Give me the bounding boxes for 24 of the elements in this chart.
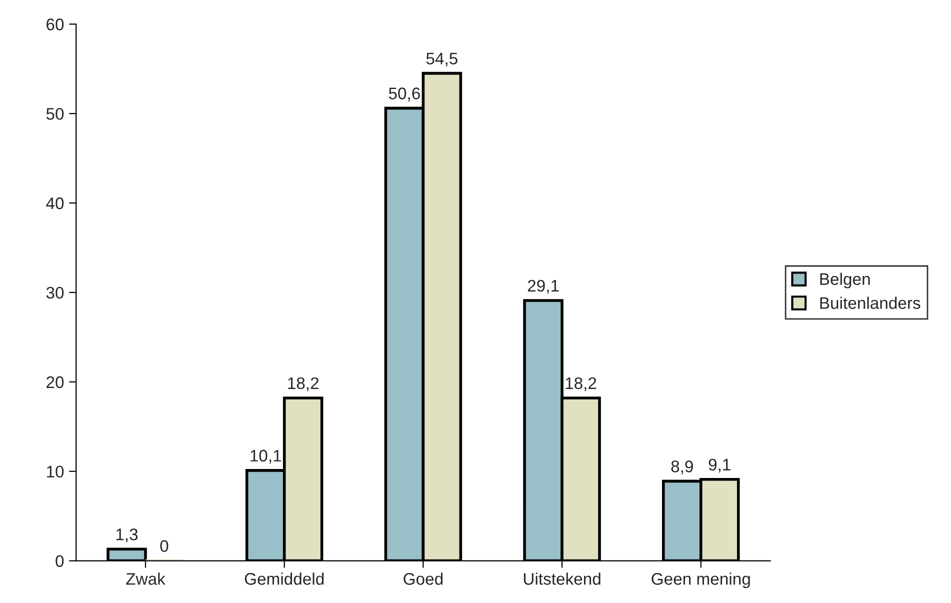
x-tick-label: Goed [404,572,443,585]
data-label: 8,9 [671,460,693,474]
x-tick-label: Uitstekend [524,572,600,585]
data-label: 9,1 [708,458,730,473]
y-tick-label: 10 [47,466,64,478]
data-label: 10,1 [250,450,282,464]
y-tick-label: 50 [46,108,64,120]
y-tick-label: 40 [46,197,64,210]
x-tick-label: Zwak [126,572,166,585]
data-label: 54,5 [426,52,458,66]
y-tick-label: 60 [46,18,64,30]
y-tick-label: 0 [56,555,64,567]
data-label: 1,3 [116,528,138,542]
x-tick-label: Geen mening [652,572,750,588]
x-tick-label: Gemiddeld [244,572,324,585]
data-label: 50,6 [388,88,420,102]
data-label: 18,2 [566,377,596,392]
y-tick-label: 30 [46,286,64,299]
data-label: 0 [160,540,168,552]
legend-label: Buitenlanders [820,296,920,309]
data-label: 29,1 [528,280,559,294]
y-tick-label: 20 [46,376,64,388]
legend-label: Belgen [820,272,870,288]
data-label: 18,2 [288,377,318,392]
